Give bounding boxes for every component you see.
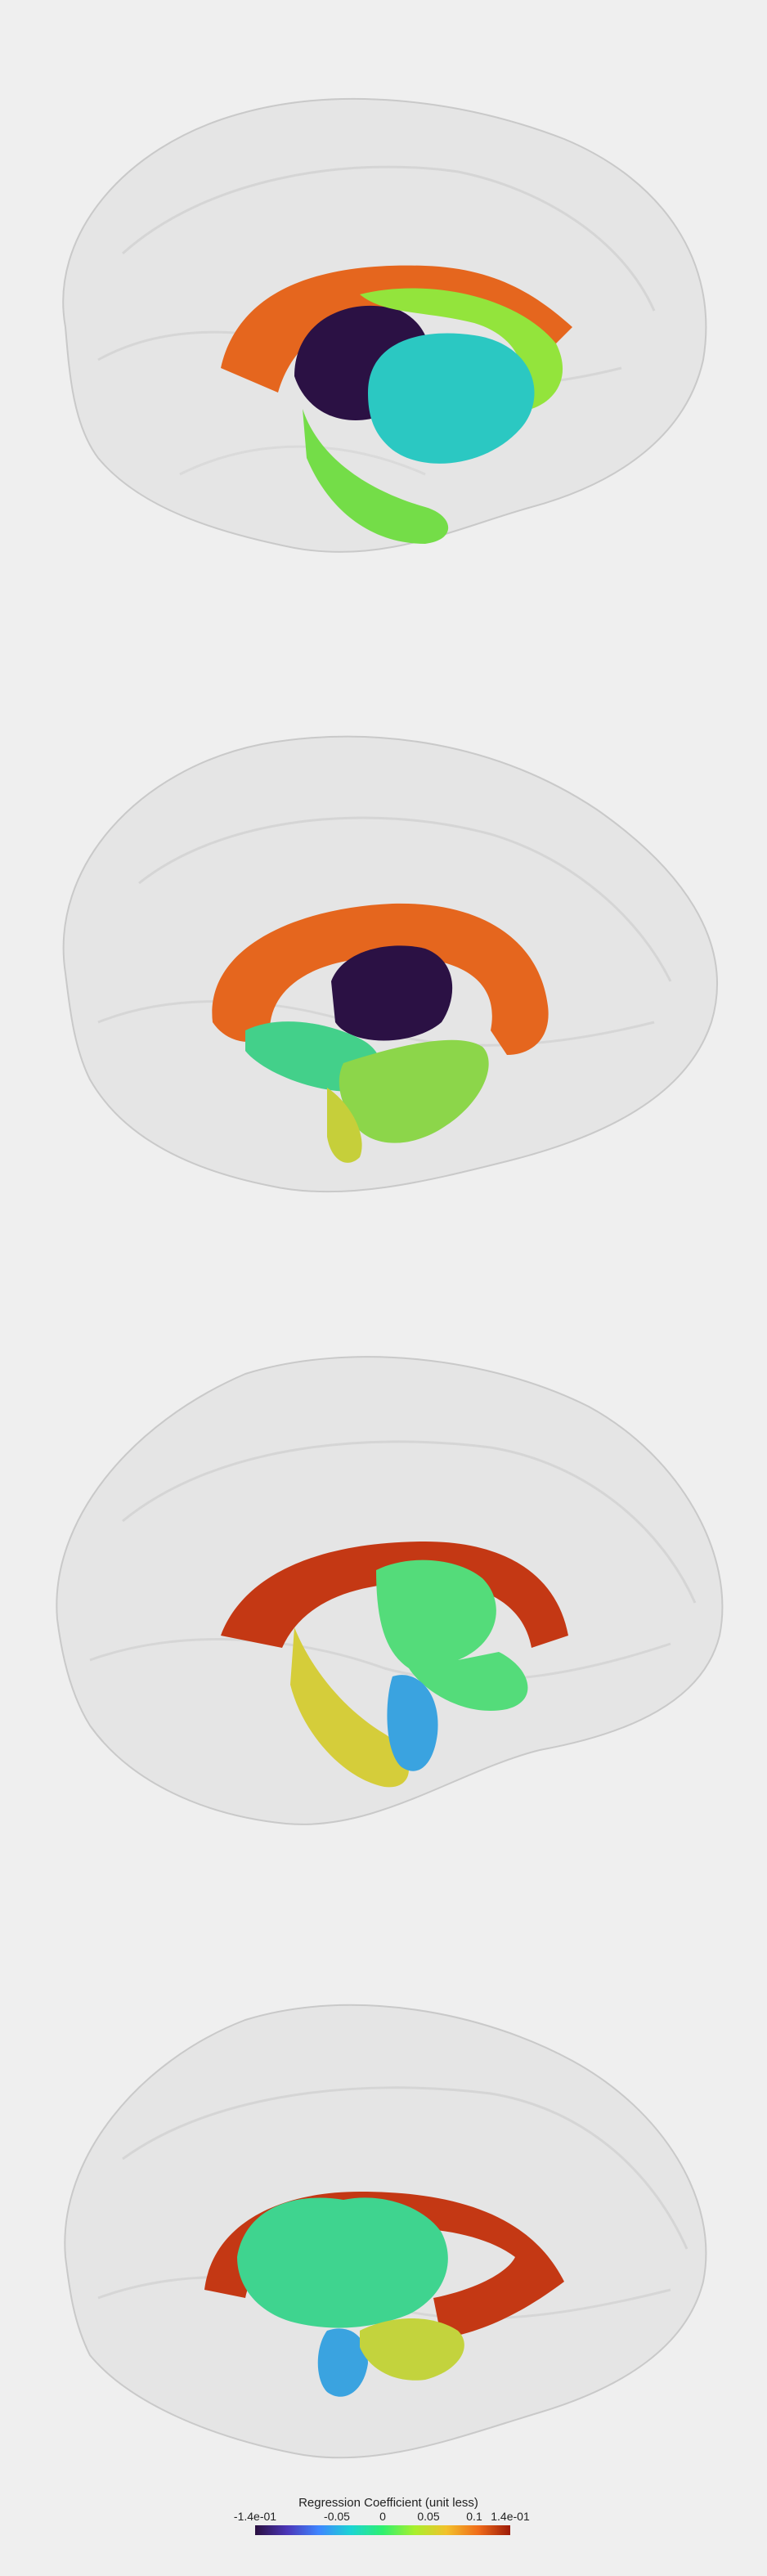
lime-lower-limb — [303, 409, 449, 544]
colorbar-tick: 0.05 — [417, 2510, 440, 2523]
brain-view-3 — [0, 1308, 767, 1938]
brain-view-4 — [0, 1946, 767, 2576]
yellow-limb — [360, 2318, 464, 2381]
cyan-body — [368, 333, 535, 464]
orange-arc — [221, 265, 572, 393]
green-body — [376, 1560, 528, 1711]
lime-arc — [360, 288, 563, 409]
brain-view-2 — [0, 679, 767, 1308]
colorbar-tick: -0.05 — [324, 2510, 350, 2523]
brain-render-1 — [62, 97, 707, 553]
dark-purple-body — [331, 945, 453, 1041]
colorbar-tick: 1.4e-01 — [491, 2510, 530, 2523]
colorbar-tick: 0 — [379, 2510, 386, 2523]
green-lower-limbs — [339, 1039, 489, 1143]
colorbar-tick: 0.1 — [466, 2510, 482, 2523]
blue-tip — [387, 1675, 438, 1771]
green-body — [237, 2197, 448, 2328]
red-arc — [221, 1542, 568, 1648]
brain-render-4 — [64, 2004, 707, 2459]
brain-render-3 — [56, 1356, 724, 1825]
orange-arc — [212, 903, 549, 1055]
brain-view-1 — [0, 49, 767, 679]
blue-tip — [317, 2328, 368, 2397]
brain-render-2 — [62, 735, 719, 1193]
colorbar-legend: Regression Coefficient (unit less) -1.4e… — [233, 2496, 540, 2548]
colorbar-title: Regression Coefficient (unit less) — [298, 2496, 478, 2510]
yellow-limb — [290, 1627, 409, 1788]
green-lower-limbs — [327, 1088, 362, 1163]
colorbar-tick: -1.4e-01 — [233, 2510, 277, 2523]
colorbar-gradient — [255, 2525, 510, 2535]
